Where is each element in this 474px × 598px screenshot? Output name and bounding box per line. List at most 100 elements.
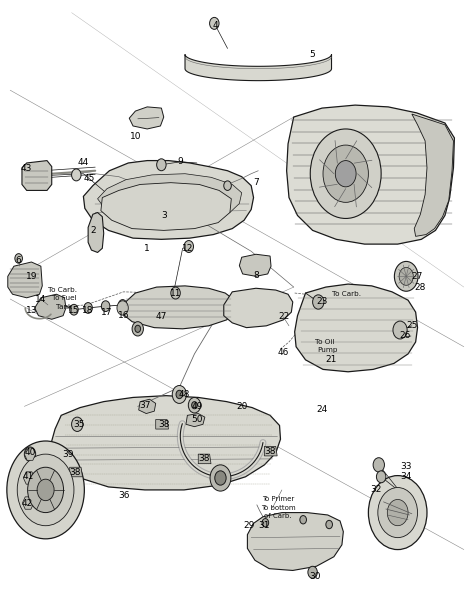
Text: 2: 2 xyxy=(90,226,96,235)
Text: 39: 39 xyxy=(62,450,73,459)
Circle shape xyxy=(188,398,201,413)
Text: 4: 4 xyxy=(213,22,219,30)
Text: 7: 7 xyxy=(253,178,259,187)
Polygon shape xyxy=(198,454,211,463)
Circle shape xyxy=(326,520,332,529)
Circle shape xyxy=(23,471,35,485)
Circle shape xyxy=(24,447,36,461)
Text: 19: 19 xyxy=(26,273,37,282)
Text: 30: 30 xyxy=(309,572,321,581)
Circle shape xyxy=(132,322,144,336)
Circle shape xyxy=(310,129,381,218)
Circle shape xyxy=(399,267,413,285)
Text: 38: 38 xyxy=(70,468,81,477)
Circle shape xyxy=(191,402,197,409)
Circle shape xyxy=(215,471,226,485)
Circle shape xyxy=(184,240,193,252)
Text: 38: 38 xyxy=(198,454,210,463)
Polygon shape xyxy=(23,472,35,484)
Circle shape xyxy=(7,441,84,539)
Circle shape xyxy=(323,145,368,202)
Text: 8: 8 xyxy=(253,271,259,280)
Text: 10: 10 xyxy=(129,132,141,141)
Text: 9: 9 xyxy=(177,157,183,166)
Text: To bottom: To bottom xyxy=(261,505,295,511)
Circle shape xyxy=(171,287,180,299)
Text: 11: 11 xyxy=(170,288,182,298)
Polygon shape xyxy=(24,448,36,460)
Circle shape xyxy=(117,301,128,315)
Circle shape xyxy=(72,169,81,181)
Text: 17: 17 xyxy=(101,307,113,316)
Text: 47: 47 xyxy=(155,312,167,321)
Polygon shape xyxy=(287,105,455,244)
Circle shape xyxy=(70,304,78,315)
Text: To Oil: To Oil xyxy=(315,339,334,345)
Text: 27: 27 xyxy=(411,272,422,281)
Polygon shape xyxy=(156,420,168,429)
Polygon shape xyxy=(412,114,454,236)
Text: 36: 36 xyxy=(118,492,129,501)
Circle shape xyxy=(373,457,384,472)
Text: 3: 3 xyxy=(161,211,167,220)
Circle shape xyxy=(393,321,407,339)
Text: Pump: Pump xyxy=(318,347,338,353)
Polygon shape xyxy=(129,107,164,129)
Polygon shape xyxy=(264,446,277,456)
Text: of Carb.: of Carb. xyxy=(264,513,292,519)
Circle shape xyxy=(172,386,186,404)
Text: 32: 32 xyxy=(371,486,382,495)
Circle shape xyxy=(210,17,219,29)
Text: 28: 28 xyxy=(415,283,426,292)
Text: 38: 38 xyxy=(158,420,170,429)
Text: 42: 42 xyxy=(21,499,32,508)
Text: 40: 40 xyxy=(24,448,36,457)
Polygon shape xyxy=(101,182,231,230)
Polygon shape xyxy=(186,414,205,427)
Text: 33: 33 xyxy=(401,462,412,471)
Polygon shape xyxy=(239,254,271,276)
Circle shape xyxy=(387,499,408,526)
Polygon shape xyxy=(83,161,254,239)
Text: To Carb.: To Carb. xyxy=(331,291,361,297)
Circle shape xyxy=(17,454,74,526)
Polygon shape xyxy=(139,399,156,414)
Text: 26: 26 xyxy=(399,331,410,340)
Text: 13: 13 xyxy=(26,306,37,315)
Text: 49: 49 xyxy=(191,402,202,411)
Text: 29: 29 xyxy=(243,521,255,530)
Circle shape xyxy=(135,325,141,332)
Circle shape xyxy=(224,181,231,190)
Circle shape xyxy=(300,515,307,524)
Polygon shape xyxy=(22,161,52,190)
Polygon shape xyxy=(98,173,242,222)
Polygon shape xyxy=(70,467,82,477)
Polygon shape xyxy=(185,54,331,81)
Text: 45: 45 xyxy=(84,174,95,183)
Circle shape xyxy=(378,487,418,538)
Text: 41: 41 xyxy=(22,472,34,481)
Text: 50: 50 xyxy=(191,415,202,424)
Text: 31: 31 xyxy=(259,521,270,530)
Text: 44: 44 xyxy=(78,158,89,167)
Text: 21: 21 xyxy=(326,355,337,364)
Circle shape xyxy=(15,254,22,263)
Polygon shape xyxy=(22,497,34,509)
Circle shape xyxy=(27,467,64,512)
Text: 35: 35 xyxy=(73,420,84,429)
Circle shape xyxy=(72,417,83,431)
Circle shape xyxy=(101,301,110,312)
Text: 48: 48 xyxy=(178,390,190,399)
Text: 43: 43 xyxy=(21,164,32,173)
Text: 1: 1 xyxy=(144,244,150,253)
Polygon shape xyxy=(224,288,293,328)
Text: 46: 46 xyxy=(278,348,289,357)
Text: To Carb.: To Carb. xyxy=(48,287,77,293)
Text: 34: 34 xyxy=(401,472,412,481)
Text: To Fuel: To Fuel xyxy=(52,295,76,301)
Circle shape xyxy=(22,496,34,510)
Circle shape xyxy=(156,159,166,170)
Circle shape xyxy=(118,300,127,310)
Polygon shape xyxy=(35,294,66,319)
Text: Tank: Tank xyxy=(56,304,73,310)
